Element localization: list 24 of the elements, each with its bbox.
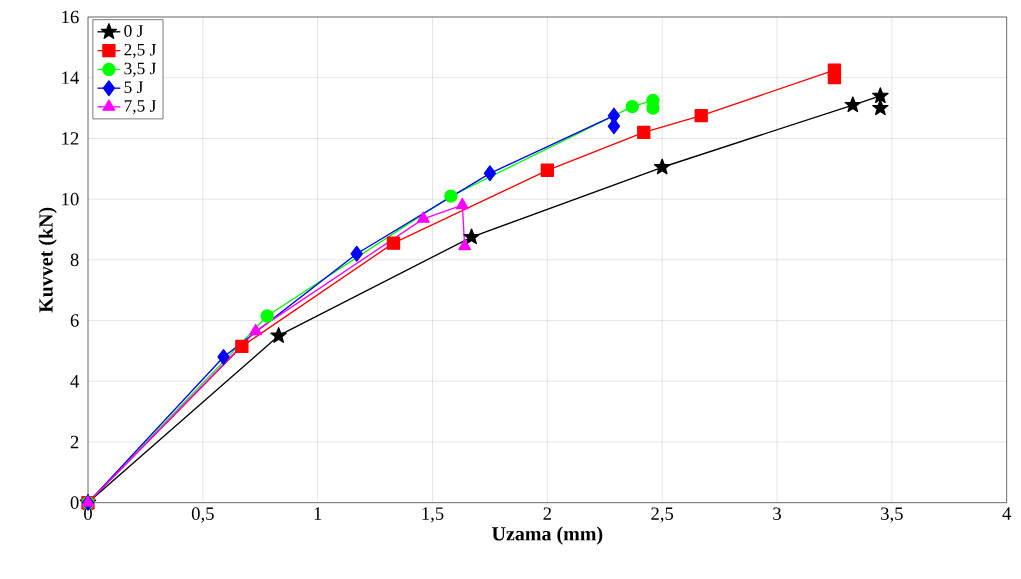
- y-tick-label: 10: [62, 192, 79, 206]
- x-tick-label: 2: [543, 507, 551, 520]
- y-tick-label: 16: [62, 10, 79, 24]
- y-tick-label: 4: [70, 375, 80, 388]
- legend-label: 5 J: [124, 81, 144, 94]
- y-tick-label: 0: [70, 496, 79, 509]
- legend-label: 0 J: [124, 25, 144, 37]
- x-tick-label: 1,5: [422, 507, 444, 523]
- x-tick-label: 3,5: [881, 507, 903, 523]
- x-tick-label: 3: [773, 507, 781, 520]
- legend-label: 3,5 J: [124, 62, 157, 77]
- y-tick-label: 8: [70, 253, 79, 267]
- y-tick-label: 2: [70, 435, 79, 449]
- y-tick-label: 12: [62, 132, 79, 145]
- legend-label: 2,5 J: [124, 43, 157, 59]
- x-tick-label: 2,5: [651, 507, 674, 523]
- x-tick-label: 0,5: [191, 507, 214, 523]
- x-axis-title: Uzama (mm): [492, 526, 603, 545]
- y-axis-title: Kuvvet (kN): [38, 207, 57, 313]
- x-tick-label: 1: [314, 507, 322, 520]
- x-tick-label: 4: [1002, 507, 1012, 520]
- legend-label: 7,5 J: [124, 100, 157, 115]
- y-tick-label: 14: [62, 71, 80, 84]
- y-tick-label: 6: [70, 314, 79, 327]
